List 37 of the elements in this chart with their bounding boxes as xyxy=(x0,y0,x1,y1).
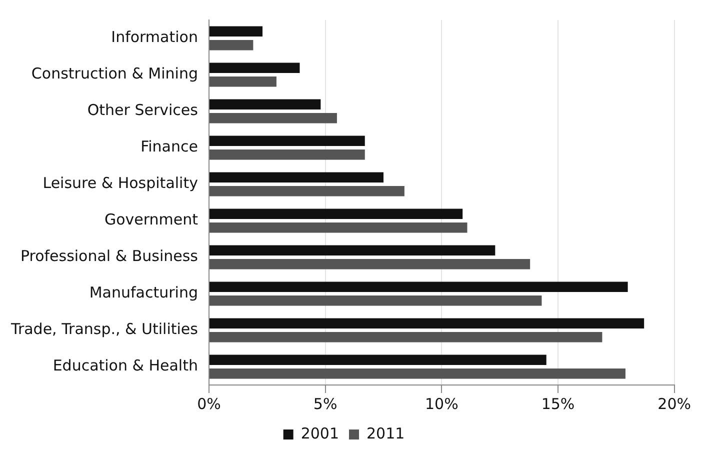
bar xyxy=(209,295,542,306)
bar xyxy=(209,368,626,379)
bar xyxy=(209,258,530,270)
x-tick-label: 10% xyxy=(424,394,458,413)
y-tick-label: Finance xyxy=(140,138,198,156)
bar xyxy=(209,222,468,233)
x-tick-label: 0% xyxy=(197,394,221,413)
y-tick-label: Other Services xyxy=(87,101,198,120)
y-tick-label: Information xyxy=(111,28,198,46)
legend-label: 2011 xyxy=(366,424,405,442)
bar xyxy=(209,172,384,183)
bar xyxy=(209,332,602,342)
bar xyxy=(209,136,365,146)
bar xyxy=(209,26,262,37)
bar xyxy=(209,318,644,329)
y-tick-label: Trade, Transp., & Utilities xyxy=(10,320,198,338)
bar xyxy=(209,112,337,124)
y-tick-label: Professional & Business xyxy=(20,247,198,266)
bar xyxy=(209,40,254,50)
x-tick-label: 5% xyxy=(313,394,338,413)
legend-label: 2001 xyxy=(300,424,340,442)
bar xyxy=(209,208,463,220)
y-tick-label: Construction & Mining xyxy=(31,64,198,83)
bar xyxy=(209,62,300,74)
y-tick-label: Manufacturing xyxy=(89,284,198,302)
bar xyxy=(209,354,546,366)
bar xyxy=(209,186,404,196)
x-tick-label: 15% xyxy=(541,394,575,413)
bar xyxy=(209,245,496,256)
bar xyxy=(209,76,276,87)
y-tick-label: Government xyxy=(104,210,198,229)
y-tick-label: Education & Health xyxy=(52,356,198,375)
y-tick-label: Leisure & Hospitality xyxy=(42,174,198,192)
bar xyxy=(209,99,321,110)
bar xyxy=(209,149,365,160)
bar xyxy=(209,282,628,292)
x-tick-label: 20% xyxy=(658,394,691,413)
